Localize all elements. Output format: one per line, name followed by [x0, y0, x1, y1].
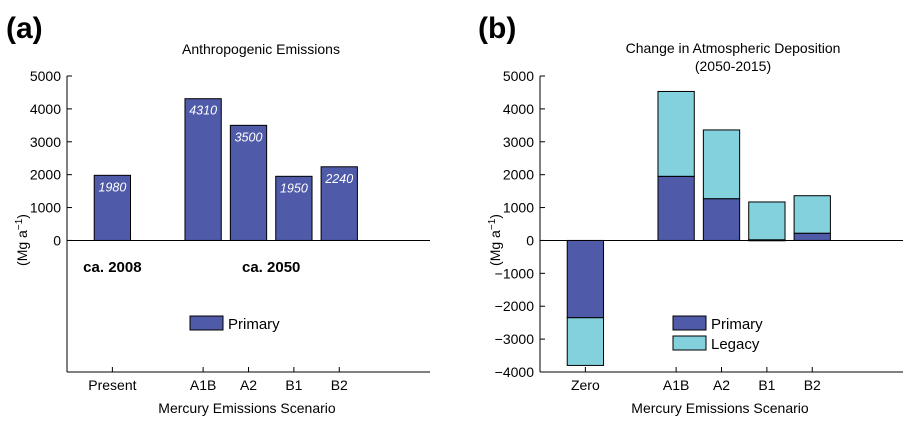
legend-label-primary-b: Primary	[711, 316, 763, 333]
legend-label-primary-a: Primary	[228, 316, 280, 333]
bar-primary-a	[320, 166, 358, 241]
bar-legacy-b	[793, 195, 831, 234]
x-axis-label-a: Mercury Emissions Scenario	[158, 400, 336, 416]
chart-title-b: Change in Atmospheric Deposition	[626, 40, 841, 56]
panel-b: (b) Change in Atmospheric Deposition (20…	[478, 12, 903, 416]
legend-label-legacy-b: Legacy	[711, 336, 760, 353]
legend-a: Primary	[189, 315, 280, 333]
x-tick-label-b: A2	[713, 377, 730, 393]
legend-swatch-primary-a	[189, 315, 224, 331]
y-tick-label-b: 2000	[503, 167, 534, 183]
annotations-a: ca. 2008 ca. 2050	[83, 259, 300, 276]
bar-legacy-b	[702, 129, 741, 200]
data-label-a: 4310	[189, 104, 217, 118]
x-tick-label-b: B1	[758, 377, 775, 393]
chart-title-a: Anthropogenic Emissions	[182, 41, 340, 57]
bar-legacy-b	[657, 90, 695, 177]
y-tick-label-a: 4000	[30, 101, 61, 117]
scenario-period-annotation: ca. 2008	[83, 259, 141, 276]
y-tick-label-b: −2000	[495, 298, 535, 314]
data-label-a: 2240	[324, 172, 353, 186]
y-tick-label-b: −1000	[495, 265, 535, 281]
legend-swatch-legacy-b	[672, 335, 707, 351]
bar-primary-a	[229, 124, 268, 241]
y-tick-label-b: 0	[526, 232, 534, 248]
bar-primary-a	[184, 98, 222, 241]
x-tick-label-b: Zero	[571, 377, 600, 393]
y-tick-label-b: 1000	[503, 200, 534, 216]
y-tick-label-b: 4000	[503, 101, 534, 117]
y-tick-label-b: −4000	[495, 364, 535, 380]
x-tick-label-b: A1B	[663, 377, 689, 393]
data-label-a: 3500	[235, 130, 263, 144]
scenario-period-annotation: ca. 2050	[242, 259, 300, 276]
bar-primary-a	[93, 174, 132, 241]
x-tick-label-b: B2	[804, 377, 821, 393]
panel-label-a: (a)	[6, 12, 43, 45]
y-tick-label-b: 5000	[503, 68, 534, 84]
y-tick-label-a: 0	[53, 232, 61, 248]
y-tick-label-a: 3000	[30, 134, 61, 150]
axes-b: −4000 −3000 −2000 −1000 0 1000 2000 3000 4000 500…	[495, 68, 903, 393]
axes-a: 0 1000 2000 3000 4000 5000 Present A1B A2 B1 B2	[30, 68, 430, 393]
bar-primary-b	[702, 198, 741, 241]
legend-swatch-primary-b	[672, 315, 707, 331]
y-tick-label-b: −3000	[495, 331, 535, 347]
panel-a: (a) Anthropogenic Emissions Mercury Emis…	[6, 12, 430, 416]
bar-primary-b	[566, 239, 605, 319]
x-tick-label-a: Present	[88, 377, 136, 393]
legend-b: Primary Legacy	[672, 315, 763, 353]
x-tick-label-a: A1B	[190, 377, 216, 393]
bar-primary-b	[657, 175, 695, 241]
y-tick-label-a: 2000	[30, 167, 61, 183]
data-label-a: 1980	[98, 180, 126, 194]
data-label-a: 1950	[280, 181, 308, 195]
y-tick-label-a: 1000	[30, 200, 61, 216]
y-axis-label-b: (Mg a−1)	[487, 214, 503, 266]
bar-primary-b	[793, 232, 831, 241]
bar-primary-a	[275, 175, 313, 241]
y-tick-label-b: 3000	[503, 134, 534, 150]
x-tick-label-a: A2	[240, 377, 257, 393]
x-tick-label-a: B1	[285, 377, 302, 393]
x-tick-label-a: B2	[331, 377, 348, 393]
bars-a: 1980 4310 3500 1950 2240	[93, 98, 358, 241]
panel-label-b: (b)	[478, 12, 516, 45]
bar-legacy-b	[566, 317, 605, 366]
chart-subtitle-b: (2050-2015)	[695, 58, 771, 74]
y-axis-label-a: (Mg a−1)	[14, 214, 30, 266]
x-axis-label-b: Mercury Emissions Scenario	[631, 400, 809, 416]
y-tick-label-a: 5000	[30, 68, 61, 84]
bar-legacy-b	[748, 201, 786, 241]
